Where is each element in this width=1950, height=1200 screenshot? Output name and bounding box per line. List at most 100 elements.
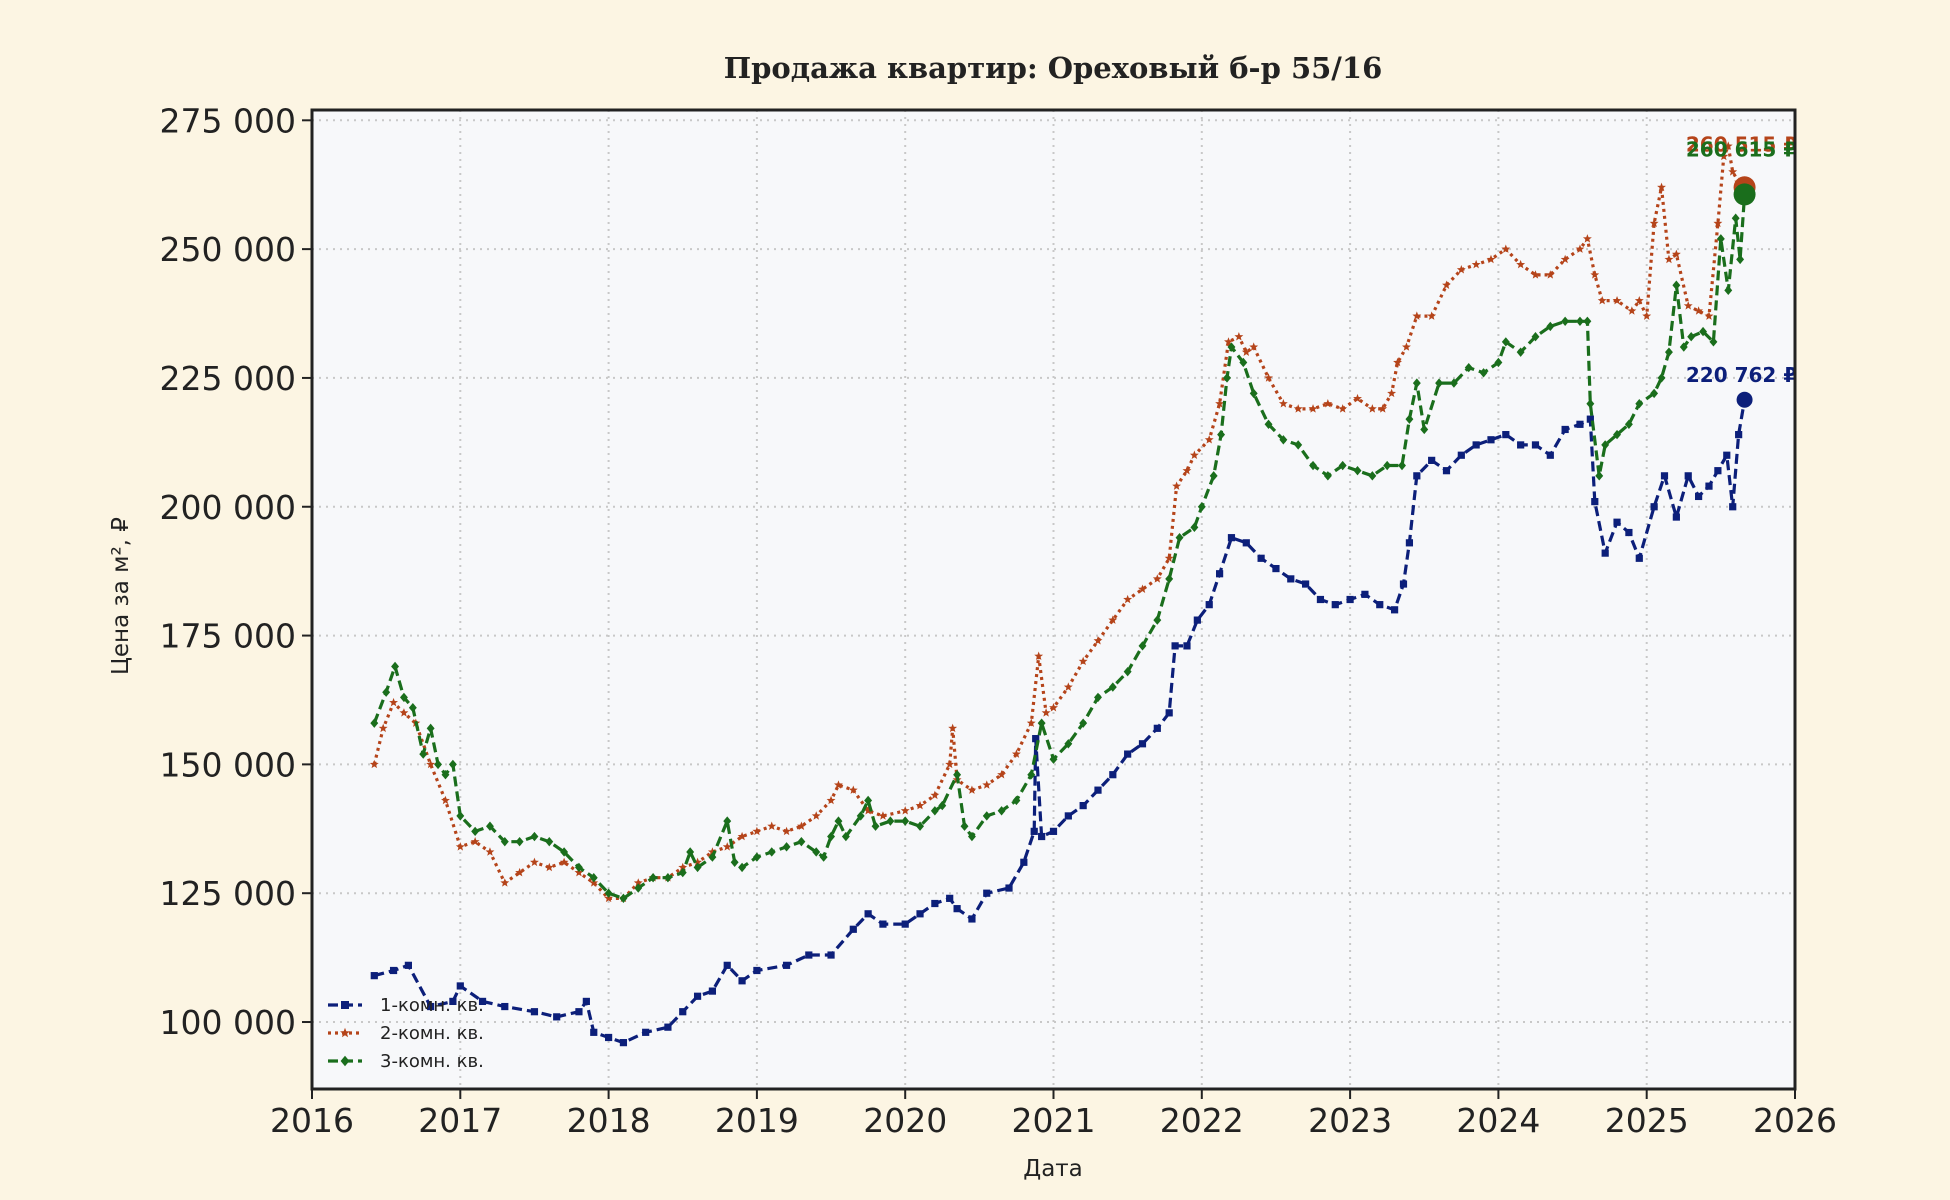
data-point: [663, 873, 672, 883]
data-point: [1427, 311, 1437, 320]
data-point: [967, 785, 977, 794]
x-tick-label: 2019: [715, 1101, 799, 1140]
x-tick-label: 2018: [567, 1101, 651, 1140]
data-point: [574, 867, 584, 877]
data-point: [1197, 502, 1206, 512]
data-point: [1034, 651, 1044, 660]
data-point: [619, 893, 628, 904]
data-point: [575, 1008, 583, 1016]
plot-area: [312, 110, 1795, 1089]
data-point: [1601, 549, 1609, 557]
data-point: [693, 862, 702, 873]
data-point: [1502, 431, 1510, 439]
data-point: [664, 1023, 672, 1031]
data-point: [864, 795, 873, 806]
data-point: [1390, 606, 1399, 614]
data-point: [1308, 404, 1318, 413]
data-point: [1449, 378, 1458, 388]
data-point: [953, 905, 961, 913]
data-point: [1597, 295, 1607, 305]
data-point: [946, 894, 954, 902]
x-tick-label: 2021: [1012, 1101, 1096, 1140]
y-tick-label: 175 000: [160, 617, 296, 656]
data-point: [574, 862, 583, 873]
data-point: [826, 795, 836, 805]
data-point: [737, 831, 747, 841]
data-point: [1049, 827, 1058, 835]
data-point: [1464, 362, 1473, 373]
legend-entry-2: 2-комн. кв.: [328, 1023, 484, 1044]
axes: 2016 2017 2018 2019 2020 2021 2022 2023 2024 2025…: [160, 101, 1837, 1140]
data-point: [1724, 285, 1733, 296]
data-point: [389, 697, 399, 707]
data-point: [1398, 460, 1406, 471]
y-tick-label: 275 000: [160, 101, 296, 140]
series-1: 220 762 ₽: [370, 363, 1797, 1047]
data-point: [834, 816, 843, 826]
data-point: [530, 831, 539, 842]
data-point: [1613, 429, 1621, 440]
data-point: [1635, 399, 1644, 409]
x-tick-label: 2024: [1456, 1101, 1540, 1140]
data-point: [1302, 580, 1310, 588]
series-3: 260 615 ₽: [370, 137, 1797, 904]
data-point: [456, 982, 464, 990]
data-point: [1193, 616, 1201, 624]
data-point: [1561, 316, 1570, 326]
data-point: [1393, 357, 1403, 367]
data-point: [1471, 259, 1481, 269]
series-end-label: 260 515 ₽: [1686, 132, 1797, 156]
data-point: [1479, 368, 1488, 378]
data-point: [1165, 574, 1174, 584]
data-point: [722, 842, 732, 851]
data-point: [1278, 399, 1288, 408]
data-point: [1709, 337, 1718, 347]
legend-label: 2-комн. кв.: [380, 1023, 484, 1044]
data-point: [404, 961, 412, 969]
data-point: [1545, 270, 1555, 279]
data-point: [1190, 522, 1199, 533]
data-point: [686, 847, 695, 857]
data-point: [1249, 342, 1259, 351]
data-point: [1634, 295, 1644, 305]
data-point: [1227, 534, 1236, 542]
data-point: [1164, 553, 1174, 563]
data-point: [886, 816, 895, 826]
data-point: [900, 806, 910, 815]
data-point: [486, 821, 494, 831]
data-point: [1294, 440, 1303, 450]
data-point: [1027, 770, 1036, 780]
data-point: [649, 873, 658, 883]
data-point: [1684, 472, 1692, 480]
data-point: [1183, 642, 1191, 650]
data-point: [1368, 471, 1377, 481]
data-point: [1264, 419, 1273, 429]
data-point: [515, 836, 524, 847]
data-point: [796, 821, 806, 831]
x-tick-label: 2020: [863, 1101, 947, 1140]
data-point: [930, 790, 940, 800]
data-point: [948, 723, 958, 733]
data-point: [938, 800, 947, 811]
data-point: [590, 1028, 598, 1036]
data-point: [812, 847, 821, 857]
data-point: [341, 1001, 349, 1009]
data-point: [1353, 466, 1362, 476]
data-point: [878, 811, 888, 820]
data-point: [1257, 554, 1265, 562]
data-point: [1399, 580, 1408, 588]
data-point: [1650, 388, 1659, 399]
data-point: [1657, 373, 1666, 383]
data-point: [1032, 735, 1040, 743]
data-point: [370, 972, 378, 980]
data-point: [1138, 641, 1147, 651]
data-point: [389, 966, 398, 975]
data-point: [753, 966, 761, 975]
data-point: [1242, 539, 1250, 547]
data-point: [500, 836, 509, 847]
data-point: [1591, 498, 1599, 506]
data-point: [678, 862, 688, 872]
data-point: [819, 852, 828, 862]
data-point: [997, 806, 1006, 816]
data-point: [983, 889, 991, 897]
